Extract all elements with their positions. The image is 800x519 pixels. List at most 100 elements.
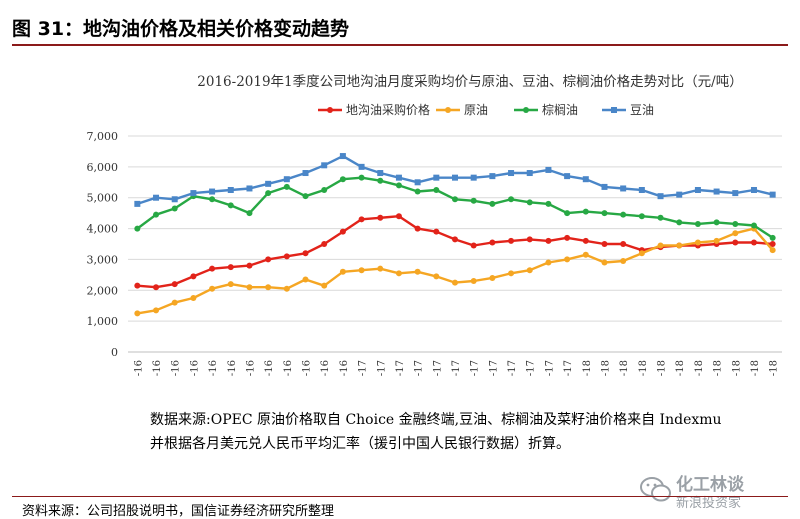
data-source-note: 数据来源:OPEC 原油价格取自 Choice 金融终端,豆油、棕榈油及菜籽油价… xyxy=(150,408,790,456)
data-point xyxy=(395,213,402,220)
watermark-text: 化工林谈 xyxy=(676,475,744,495)
legend-item: 地沟油采购价格 xyxy=(318,102,430,117)
data-point xyxy=(545,259,552,266)
data-point xyxy=(190,273,197,280)
data-point xyxy=(283,183,290,190)
data-point xyxy=(750,187,757,193)
data-point xyxy=(339,176,346,183)
x-tick-label: Jul-16 xyxy=(245,360,256,376)
data-point xyxy=(582,176,589,183)
data-point xyxy=(750,239,757,246)
data-point xyxy=(134,225,141,232)
data-point xyxy=(713,237,720,244)
footer-divider xyxy=(12,496,788,497)
y-tick-label: 4,000 xyxy=(87,223,119,236)
data-point xyxy=(265,284,272,291)
data-point xyxy=(676,219,683,226)
data-point xyxy=(564,173,571,180)
data-point xyxy=(209,265,216,272)
data-point xyxy=(564,256,571,263)
data-point xyxy=(190,295,197,301)
y-tick-label: 6,000 xyxy=(87,161,119,174)
data-point xyxy=(508,237,515,244)
x-tick-label: Jun-16 xyxy=(227,360,238,376)
data-point xyxy=(414,179,421,186)
data-point xyxy=(694,220,701,227)
legend-label: 豆油 xyxy=(630,103,654,117)
data-point xyxy=(526,267,533,274)
data-point xyxy=(638,187,645,193)
data-point xyxy=(769,234,776,241)
data-point xyxy=(153,194,160,201)
data-point xyxy=(227,187,234,193)
data-point xyxy=(377,177,384,184)
data-point xyxy=(638,213,645,220)
x-tick-label: May-16 xyxy=(208,360,219,376)
data-point xyxy=(750,222,757,229)
data-point xyxy=(283,253,290,260)
data-point xyxy=(358,267,365,274)
legend-item: 豆油 xyxy=(602,103,654,117)
data-point xyxy=(657,242,664,249)
data-point xyxy=(246,284,253,291)
data-point xyxy=(433,187,440,193)
data-point xyxy=(433,273,440,280)
data-point xyxy=(134,282,141,289)
legend-marker xyxy=(327,107,333,113)
data-point xyxy=(620,241,627,247)
legend-label: 棕榈油 xyxy=(542,102,578,117)
data-point xyxy=(694,187,701,193)
x-tick-label: Nov-17 xyxy=(544,360,555,376)
x-tick-label: Jul-17 xyxy=(470,360,481,376)
x-tick-label: Jul-18 xyxy=(694,360,705,376)
x-tick-label: Jun-18 xyxy=(675,360,686,376)
header-divider xyxy=(12,44,788,46)
legend-item: 原油 xyxy=(436,103,488,117)
legend-label: 地沟油采购价格 xyxy=(346,102,430,117)
data-point xyxy=(489,274,496,281)
data-point xyxy=(414,268,421,275)
line-chart: 2016-2019年1季度公司地沟油月度采购均价与原油、豆油、棕榈油价格走势对比… xyxy=(87,74,782,376)
data-point xyxy=(395,174,402,181)
data-point xyxy=(339,268,346,275)
data-point xyxy=(209,285,216,292)
data-point xyxy=(489,173,496,180)
data-point xyxy=(601,259,608,266)
x-tick-label: Oct-17 xyxy=(526,360,537,376)
x-tick-label: Aug-17 xyxy=(488,360,499,376)
data-point xyxy=(582,251,589,258)
data-point xyxy=(564,234,571,241)
data-point xyxy=(620,185,627,192)
data-point xyxy=(676,191,683,198)
x-tick-label: Mar-16 xyxy=(171,360,182,376)
data-point xyxy=(452,279,458,286)
data-point xyxy=(732,190,739,197)
figure-title: 图 31：地沟油价格及相关价格变动趋势 xyxy=(12,18,350,40)
data-point xyxy=(227,202,234,209)
data-point xyxy=(171,205,178,212)
x-tick-label: Feb-16 xyxy=(152,360,163,376)
legend-marker xyxy=(611,107,617,113)
x-tick-label: Apr-16 xyxy=(189,360,200,376)
x-tick-label: Jun-17 xyxy=(451,360,462,376)
footer-source: 资料来源：公司招股说明书，国信证券经济研究所整理 xyxy=(22,504,335,519)
data-point xyxy=(153,211,160,218)
data-point xyxy=(470,278,477,285)
watermark-subtext: 新浪投资家 xyxy=(676,496,742,511)
y-tick-label: 3,000 xyxy=(87,253,119,266)
data-point xyxy=(433,228,440,235)
note-line-1: 数据来源:OPEC 原油价格取自 Choice 金融终端,豆油、棕榈油及菜籽油价… xyxy=(150,412,722,428)
series-1 xyxy=(134,225,776,317)
data-point xyxy=(582,237,589,244)
data-point xyxy=(358,216,365,223)
data-point xyxy=(302,170,309,177)
data-point xyxy=(321,162,328,169)
data-point xyxy=(302,193,309,200)
data-point xyxy=(545,166,552,173)
data-point xyxy=(321,282,328,289)
x-tick-label: Sep-17 xyxy=(507,360,518,376)
data-point xyxy=(414,188,421,195)
x-tick-label: Apr-17 xyxy=(414,360,425,376)
series-line xyxy=(137,214,773,289)
x-tick-label: Mar-17 xyxy=(395,360,406,376)
